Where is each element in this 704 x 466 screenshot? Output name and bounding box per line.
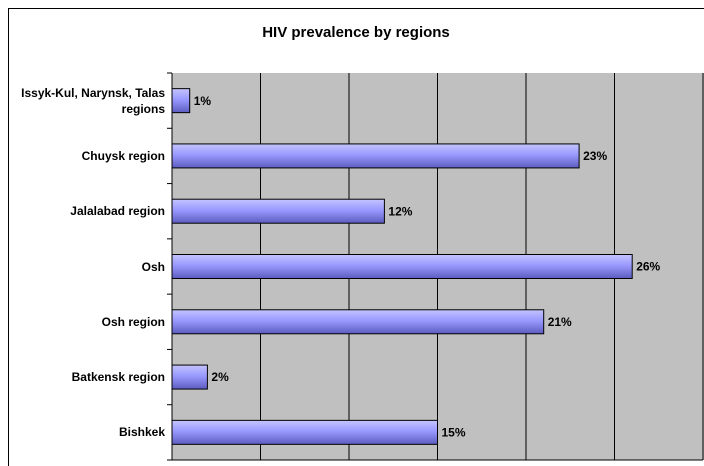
bar bbox=[171, 143, 580, 169]
value-label: 21% bbox=[548, 315, 572, 329]
value-label: 1% bbox=[194, 94, 212, 108]
y-tick-label: Jalalabad region bbox=[70, 204, 165, 219]
bar bbox=[171, 309, 545, 335]
value-label: 26% bbox=[636, 260, 660, 274]
value-label: 12% bbox=[388, 204, 412, 218]
bar bbox=[171, 364, 208, 390]
y-tick-label: Chuysk region bbox=[81, 148, 165, 163]
y-tick-label: Issyk-Kul, Narynsk, Talas regions bbox=[21, 85, 165, 116]
value-label: 23% bbox=[583, 149, 607, 163]
y-tick-label: Osh bbox=[141, 259, 165, 274]
y-tick-label: Osh region bbox=[101, 314, 165, 329]
value-label: 2% bbox=[211, 370, 229, 384]
chart-title: HIV prevalence by regions bbox=[262, 24, 450, 41]
bar bbox=[171, 198, 385, 224]
value-label: 15% bbox=[442, 426, 466, 440]
bar bbox=[171, 88, 191, 114]
bar bbox=[171, 419, 438, 445]
bar bbox=[171, 254, 633, 279]
y-tick-label: Batkensk region bbox=[71, 370, 165, 385]
y-tick-label: Bishkek bbox=[118, 425, 165, 440]
